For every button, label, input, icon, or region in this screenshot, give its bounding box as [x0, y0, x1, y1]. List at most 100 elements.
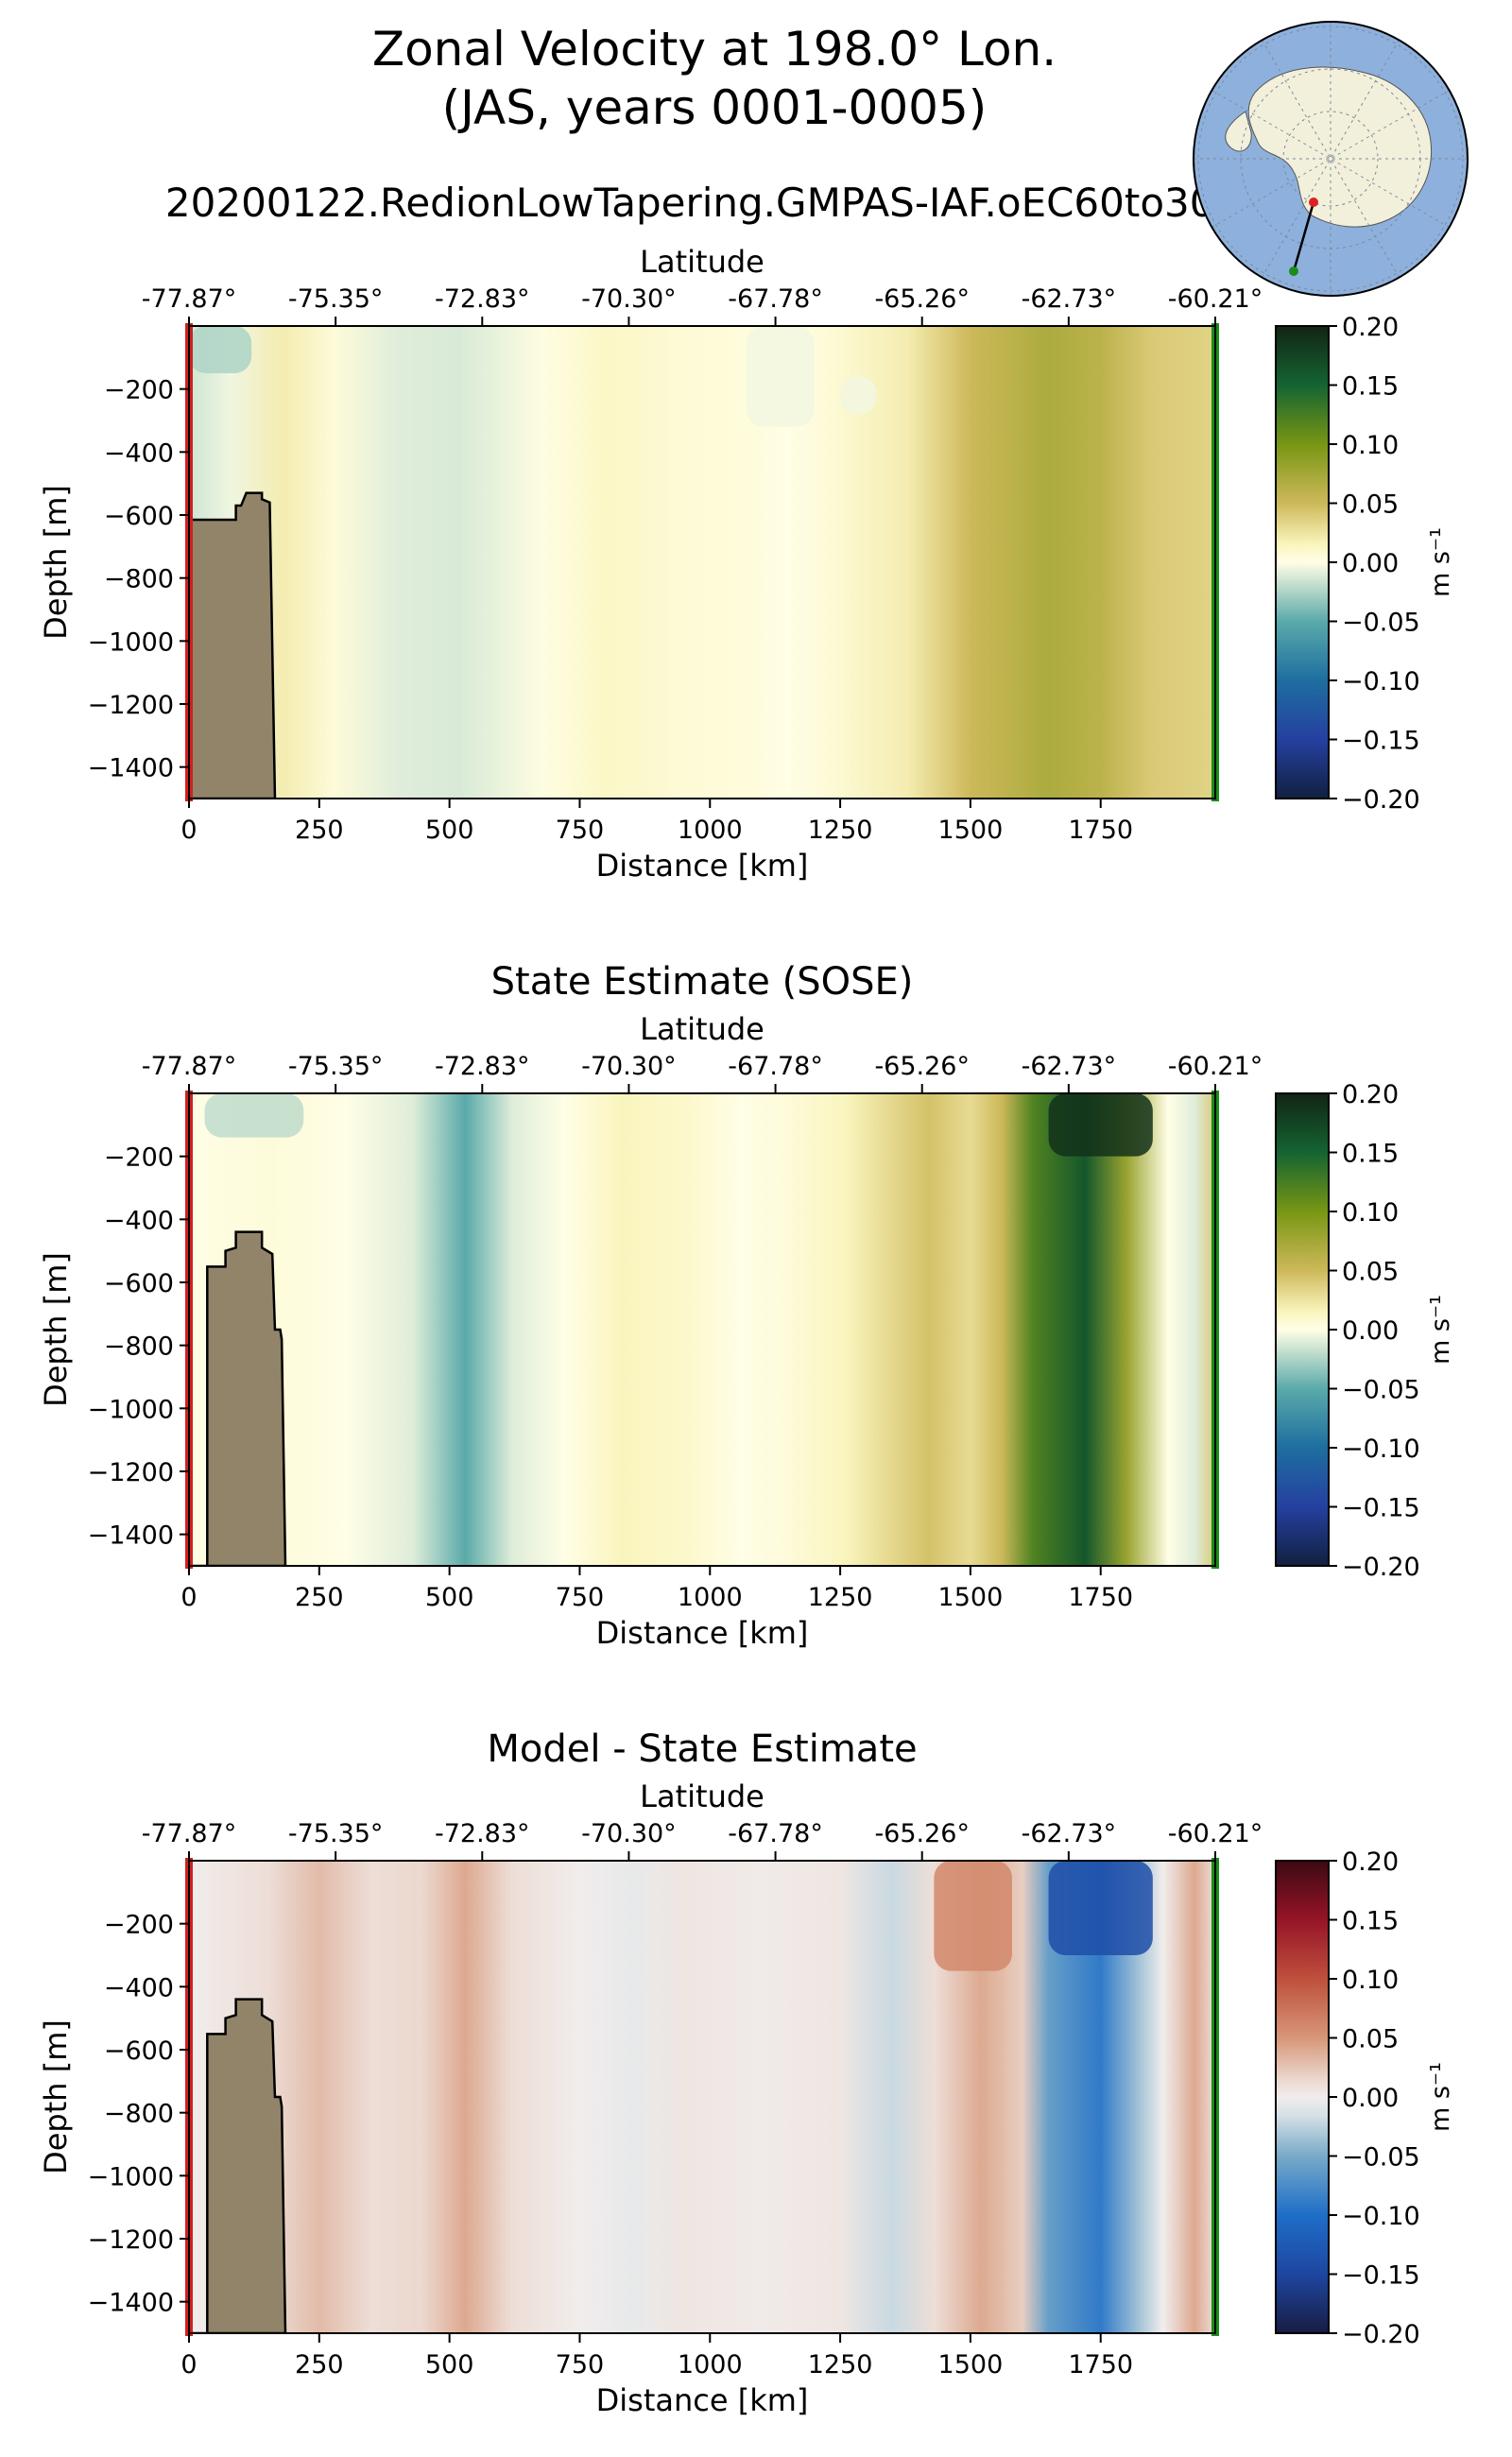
x-tick-label: 750 — [556, 1583, 605, 1612]
plot-frame — [188, 1860, 1216, 2334]
colorbar-tick-label: −0.05 — [1342, 2143, 1420, 2173]
latitude-tick-label: -77.87° — [142, 1819, 237, 1848]
seafloor-bathymetry — [189, 491, 277, 799]
top-axis-label: Latitude — [640, 244, 765, 280]
y-tick-label: −1000 — [88, 2162, 174, 2191]
panel-sose: State Estimate (SOSE) 0 250 500 750 1000 1250 1… — [38, 960, 1455, 1651]
colorbar-tick-label: −0.05 — [1342, 1376, 1420, 1405]
x-axis-label: Distance [km] — [596, 1615, 809, 1651]
y-tick-label: −1200 — [88, 2225, 174, 2255]
panel-difference: Model - State Estimate 0 250 500 750 1000 1250… — [38, 1727, 1455, 2418]
velocity-field — [189, 1093, 1215, 1566]
y-axis-label: Depth [m] — [38, 1252, 74, 1407]
colorbar-tick-label: 0.10 — [1342, 431, 1399, 460]
y-tick-label: −200 — [104, 1143, 174, 1173]
latitude-tick-label: -72.83° — [435, 284, 530, 314]
x-tick-label: 0 — [180, 2350, 197, 2380]
map-transect-end — [1289, 266, 1298, 276]
map-transect-line — [1292, 201, 1315, 272]
x-tick-label: 250 — [295, 1583, 344, 1612]
velocity-heatmap — [189, 326, 1215, 799]
top-axis-label: Latitude — [640, 1011, 765, 1047]
x-tick-label: 1000 — [678, 2350, 743, 2380]
colorbar-tick-label: −0.15 — [1342, 727, 1420, 756]
colorbar: 0.20 0.15 0.10 0.05 0.00 −0.05 −0.10 −0.15 −0.20… — [1275, 313, 1455, 815]
latitude-tick-label: -62.73° — [1022, 1819, 1117, 1848]
latitude-tick-label: -65.26° — [874, 1052, 970, 1081]
velocity-field — [189, 326, 1215, 799]
x-tick-label: 1750 — [1068, 1583, 1133, 1612]
x-tick-label: 1750 — [1068, 2350, 1133, 2380]
x-tick-label: 1250 — [808, 816, 873, 845]
latitude-tick-label: -60.21° — [1168, 284, 1263, 314]
colorbar-tick-label: 0.15 — [1342, 1907, 1399, 1936]
y-tick-label: −600 — [104, 502, 174, 531]
x-axis-label: Distance [km] — [596, 2382, 809, 2418]
colorbar-tick-label: 0.20 — [1342, 313, 1399, 342]
x-tick-label: 0 — [180, 816, 197, 845]
colorbar: 0.20 0.15 0.10 0.05 0.00 −0.05 −0.10 −0.15 −0.20… — [1275, 1847, 1455, 2349]
velocity-anomaly-0 — [934, 1861, 1013, 1971]
x-tick-label: 1500 — [938, 2350, 1004, 2380]
latitude-tick-label: -70.30° — [581, 284, 677, 314]
y-tick-label: −800 — [104, 1332, 174, 1362]
latitude-tick-label: -60.21° — [1168, 1052, 1263, 1081]
latitude-tick-label: -67.78° — [728, 1819, 823, 1848]
map-border — [1193, 21, 1469, 297]
y-tick-label: −400 — [104, 438, 174, 468]
x-tick-label: 1250 — [808, 1583, 873, 1612]
x-tick-label: 1500 — [938, 1583, 1004, 1612]
latitude-tick-label: -62.73° — [1022, 1052, 1117, 1081]
y-tick-label: −800 — [104, 565, 174, 594]
latitude-tick-label: -65.26° — [874, 284, 970, 314]
velocity-anomaly-1 — [746, 326, 815, 427]
plot-frame — [188, 1092, 1216, 1567]
colorbar-tick-label: 0.05 — [1342, 490, 1399, 520]
y-tick-label: −1000 — [88, 1395, 174, 1424]
y-tick-label: −1000 — [88, 627, 174, 657]
colorbar-tick-label: 0.15 — [1342, 372, 1399, 402]
y-tick-label: −400 — [104, 1206, 174, 1235]
panel-model: 0 250 500 750 1000 1250 1500 1750 Distance [km] -… — [38, 244, 1455, 884]
x-tick-label: 750 — [556, 816, 605, 845]
x-tick-label: 1500 — [938, 816, 1004, 845]
top-axis-label: Latitude — [640, 1778, 765, 1814]
x-tick-label: 750 — [556, 2350, 605, 2380]
colorbar-tick-label: 0.05 — [1342, 1258, 1399, 1287]
latitude-tick-label: -72.83° — [435, 1052, 530, 1081]
colorbar-tick-label: −0.15 — [1342, 2261, 1420, 2291]
figure-title-line2: (JAS, years 0001-0005) — [441, 80, 988, 135]
latitude-tick-label: -70.30° — [581, 1052, 677, 1081]
x-tick-label: 500 — [425, 816, 474, 845]
antarctica-location-map — [1193, 21, 1469, 297]
velocity-anomaly-2 — [840, 376, 877, 415]
y-tick-label: −600 — [104, 2036, 174, 2066]
x-tick-label: 500 — [425, 2350, 474, 2380]
colorbar-tick-label: −0.20 — [1342, 785, 1420, 815]
latitude-tick-label: -62.73° — [1022, 284, 1117, 314]
x-tick-label: 0 — [180, 1583, 197, 1612]
colorbar-tick-label: 0.00 — [1342, 549, 1399, 578]
colorbar-gradient — [1275, 1860, 1330, 2334]
x-axis-label: Distance [km] — [596, 848, 809, 884]
x-tick-label: 1250 — [808, 2350, 873, 2380]
panel-title: Model - State Estimate — [487, 1727, 917, 1771]
y-tick-label: −400 — [104, 1973, 174, 2002]
y-tick-label: −600 — [104, 1269, 174, 1298]
latitude-tick-label: -60.21° — [1168, 1819, 1263, 1848]
figure-subtitle: 20200122.RedionLowTapering.GMPAS-IAF.oEC… — [164, 180, 1264, 226]
y-tick-label: −1400 — [88, 1521, 174, 1551]
colorbar-label: m s⁻¹ — [1426, 527, 1455, 597]
colorbar-tick-label: 0.15 — [1342, 1140, 1399, 1169]
colorbar-label: m s⁻¹ — [1426, 2062, 1455, 2132]
latitude-tick-label: -75.35° — [288, 284, 384, 314]
colorbar-label: m s⁻¹ — [1426, 1295, 1455, 1365]
colorbar-tick-label: −0.05 — [1342, 609, 1420, 638]
antarctica-land — [1247, 66, 1433, 228]
velocity-heatmap — [189, 1093, 1215, 1566]
velocity-heatmap — [189, 1861, 1215, 2333]
velocity-anomaly-0 — [189, 326, 252, 373]
colorbar-tick-label: 0.20 — [1342, 1847, 1399, 1877]
y-tick-label: −800 — [104, 2100, 174, 2129]
map-latitude-circle — [1282, 111, 1379, 207]
